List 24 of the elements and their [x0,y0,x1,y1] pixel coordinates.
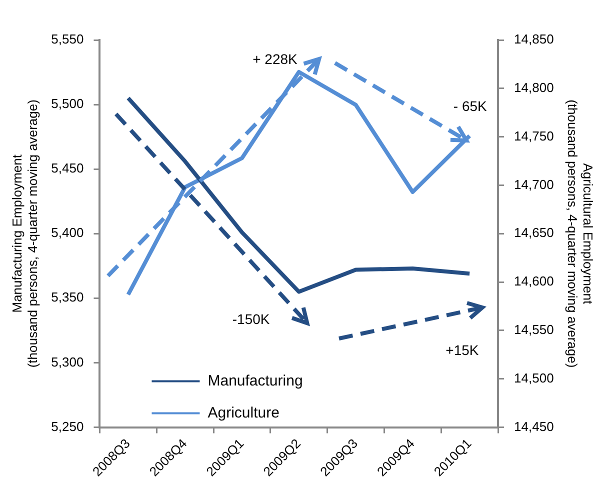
y2-tick-label: 14,800 [514,80,554,95]
y2-tick-label: 14,700 [514,176,554,192]
y-tick-label: 5,400 [51,225,84,240]
y-tick-label: 5,250 [51,418,84,434]
annotation: - 65K [453,98,487,114]
y2-tick-label: 14,850 [514,32,554,47]
y2-tick-label: 14,550 [514,322,554,338]
y2-tick-label: 14,500 [514,370,554,386]
y2-tick-label: 14,450 [514,418,554,434]
y-tick-label: 5,550 [51,32,84,47]
y-tick-label: 5,300 [51,354,84,370]
y-axis-title: Manufacturing Employment (thousand persons, 4-quarter moving average) [9,100,40,368]
y2-tick-label: 14,650 [514,225,554,240]
y-tick-label: 5,350 [51,290,84,305]
legend-label: Manufacturing [208,372,303,390]
annotation: -150K [232,310,270,327]
y2-axis-title: Agricultural Employment (thousand persons, 4-quarter moving average) [565,100,596,368]
y2-tick-label: 14,600 [514,274,554,289]
legend-label: Agriculture [208,404,280,422]
y-tick-label: 5,450 [51,160,84,176]
annotation: +15K [446,342,479,358]
y2-tick-label: 14,750 [514,128,554,144]
annotation: + 228K [252,51,298,68]
y-tick-label: 5,500 [51,96,84,112]
